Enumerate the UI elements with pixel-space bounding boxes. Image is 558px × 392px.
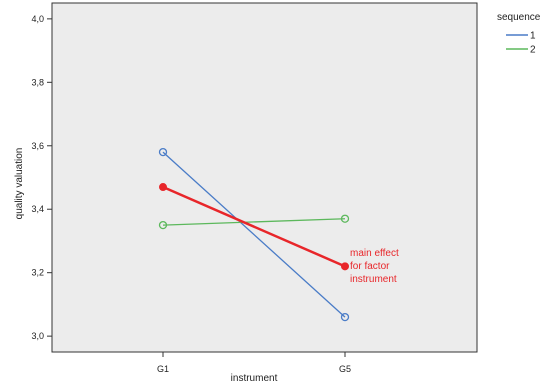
series-line xyxy=(162,151,346,318)
legend: sequence 1 2 xyxy=(497,12,541,56)
y-tick-label: 3,0 xyxy=(31,331,44,341)
annotation-line: instrument xyxy=(350,274,397,285)
series-line xyxy=(162,218,346,226)
y-axis-title: quality valuation xyxy=(14,148,25,220)
x-tick-label: G5 xyxy=(339,364,351,374)
annotation-line: for factor xyxy=(350,261,390,272)
x-axis-title: instrument xyxy=(231,373,278,384)
y-tick-label: 4,0 xyxy=(31,14,44,24)
y-tick-label: 3,8 xyxy=(31,77,44,87)
series-group xyxy=(158,147,350,322)
x-axis: G1 G5 xyxy=(157,352,351,374)
plot-area xyxy=(51,2,478,353)
legend-label: 1 xyxy=(530,31,536,42)
series-point xyxy=(158,220,168,230)
main-effect-point xyxy=(159,183,167,192)
main-effect-annotation: main effect for factor instrument xyxy=(350,248,399,285)
legend-label: 2 xyxy=(530,45,536,56)
y-tick-label: 3,6 xyxy=(31,141,44,151)
series-point xyxy=(340,312,350,322)
y-tick-label: 3,2 xyxy=(31,268,44,278)
main-effect-point xyxy=(341,262,349,271)
annotation-line: main effect xyxy=(350,248,399,259)
legend-title: sequence xyxy=(497,12,541,23)
y-axis: 3,0 3,2 3,4 3,6 3,8 4,0 xyxy=(31,14,52,341)
y-tick-label: 3,4 xyxy=(31,204,44,214)
series-point xyxy=(158,147,168,157)
x-tick-label: G1 xyxy=(157,364,169,374)
series-point xyxy=(340,214,350,223)
main-effect-line xyxy=(162,185,346,268)
